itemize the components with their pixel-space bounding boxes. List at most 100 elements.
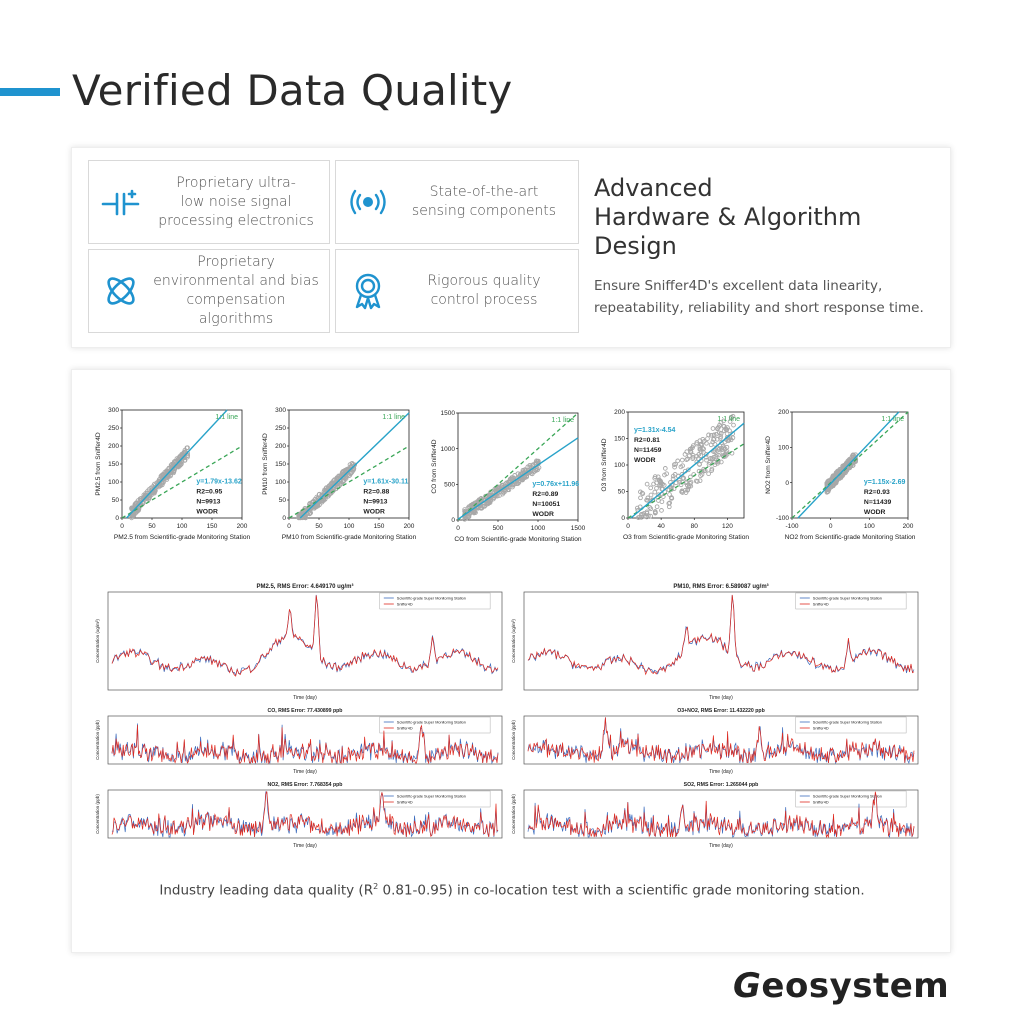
time-series-3: CO, RMS Error: 77.430899 ppb Time (day) Co… [95,708,503,775]
data-point [339,481,344,486]
series-line-sniffer [527,717,915,764]
data-point [696,452,702,457]
chart-title: NO2, RMS Error: 7.768354 ppb [268,782,343,788]
feature-label: State-of-the-art sensing components [411,184,557,219]
y-tick-label: 1500 [441,410,456,417]
y-tick-label: 150 [614,436,625,443]
x-tick-label: 40 [658,523,666,530]
equation-label: y=1.15x-2.69 [864,479,906,486]
chart-title: PM2.5, RMS Error: 4.649170 ug/m³ [256,583,353,590]
data-point [679,457,685,463]
page-title: Verified Data Quality [72,66,513,115]
data-point [638,495,643,501]
y-tick-label: 0 [282,515,286,522]
x-tick-label: 0 [626,523,630,530]
y-tick-label: 100 [108,479,119,486]
data-point [709,468,714,473]
data-point [685,456,691,462]
data-point [345,466,351,472]
x-axis-label: Time (day) [709,695,733,701]
atom-icon [89,272,153,310]
y-axis-label: Concentration (ug/m³) [511,619,516,663]
data-point [146,487,152,492]
data-point [509,475,515,480]
y-tick-label: 100 [614,462,625,469]
feature-card-quality: Rigorous quality control process [335,249,579,333]
legend-box [795,790,907,808]
x-axis-label: Time (day) [293,769,317,775]
x-axis-label: PM10 from Scientific-grade Monitoring St… [282,534,417,541]
time-series-2: PM10, RMS Error: 6.589087 ug/m³ Time (day… [511,583,919,701]
x-tick-label: 0 [287,523,291,530]
data-point [349,470,355,475]
caption-text-end: 0.81-0.95) in co-location test with a sc… [378,882,865,899]
charts-figure: 0 50 100 150 200 0 50 100 150 200 250 300 1:1 line y=… [95,407,919,849]
data-point [654,485,659,491]
data-point [171,470,176,476]
x-tick-label: 200 [237,523,248,530]
data-point [832,476,838,482]
time-series-4: O3+NO2, RMS Error: 11.432220 ppb Time (da… [511,708,919,775]
equation-label: y=1.79x-13.62 [196,478,241,485]
x-tick-label: 50 [315,523,323,530]
one-to-one-line [121,445,243,519]
data-point [675,458,681,464]
series-line-station [111,594,499,677]
legend-box [379,592,491,610]
site-label: WODR [363,508,385,515]
data-point [712,449,718,455]
fit-line [299,412,410,519]
data-point [699,469,704,474]
caption: Industry leading data quality (R2 0.81-0… [72,882,952,899]
data-point [719,440,724,445]
series-line-sniffer [111,791,499,838]
time-series-5: NO2, RMS Error: 7.768354 ppb Time (day) Co… [95,782,503,849]
data-point [688,474,693,480]
plot-frame [523,591,919,691]
data-point [727,419,733,424]
data-point [714,436,720,442]
n-label: N=9913 [196,498,220,505]
data-point [534,466,540,471]
y-tick-label: 200 [108,443,119,450]
caption-text-start: Industry leading data quality (R [159,882,374,899]
legend-label-station: Scientific-grade Super Monitoring Statio… [813,721,882,725]
data-point [716,430,722,436]
data-point [704,457,709,463]
data-point [171,461,176,467]
data-point [497,493,502,498]
legend-box [379,716,491,734]
r2-label: R2=0.81 [634,437,660,444]
fit-line [797,411,900,519]
data-point [850,463,856,468]
data-point [527,462,533,468]
data-point [659,486,665,492]
y-tick-label: 250 [108,425,119,432]
title-accent-bar [0,88,60,96]
n-label: N=9913 [363,498,387,505]
data-point [311,505,317,511]
data-point [645,495,651,501]
scatter-plot-3: 0 500 1000 1500 0 500 1000 1500 1:1 line y=0.76x+… [431,410,586,543]
data-point [522,475,528,480]
data-point [481,503,487,509]
data-point [511,478,517,484]
y-tick-label: 500 [444,482,455,489]
data-point [724,427,730,432]
y-tick-label: 50 [112,497,120,504]
data-point [712,441,718,447]
data-point [680,463,685,469]
data-point [515,476,520,481]
data-point [843,461,849,467]
data-point [724,451,730,457]
data-point [706,471,711,477]
scatter-plot-5: -100 0 100 200 -100 0 100 200 1:1 line y=1.15x-2.… [765,409,916,541]
scatter-plot-2: 0 50 100 150 200 0 50 100 150 200 250 300 1:1 line y=… [262,407,417,541]
data-point [833,478,839,484]
data-point [333,481,338,487]
site-label: WODR [196,508,218,515]
plot-frame [107,591,503,691]
y-tick-label: -100 [776,515,789,522]
y-axis-label: Concentration (ppb) [95,720,100,760]
series-line-sniffer [527,791,915,839]
